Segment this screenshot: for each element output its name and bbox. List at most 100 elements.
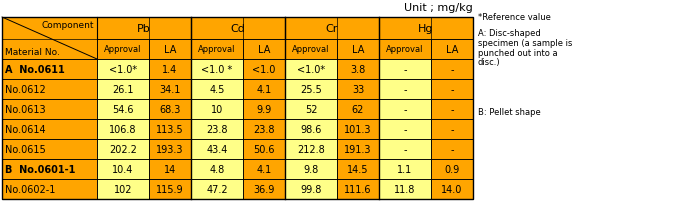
Bar [191, 139, 243, 159]
Bar [379, 139, 431, 159]
Bar [149, 179, 191, 199]
Bar [337, 179, 379, 199]
Text: -: - [450, 85, 454, 95]
Text: 4.1: 4.1 [256, 85, 272, 95]
Text: -: - [403, 65, 407, 75]
Bar [97, 18, 191, 40]
Bar [431, 119, 473, 139]
Bar [97, 159, 149, 179]
Bar [97, 80, 149, 100]
Text: 202.2: 202.2 [109, 144, 137, 154]
Text: LA: LA [352, 45, 364, 55]
Bar [243, 159, 285, 179]
Text: 50.6: 50.6 [253, 144, 274, 154]
Text: <1.0 *: <1.0 * [202, 65, 232, 75]
Bar [97, 139, 149, 159]
Text: B: Pellet shape: B: Pellet shape [478, 108, 540, 117]
Text: 14: 14 [164, 164, 176, 174]
Text: 23.8: 23.8 [206, 124, 228, 134]
Text: 54.6: 54.6 [112, 104, 134, 115]
Bar [149, 80, 191, 100]
Bar [149, 40, 191, 60]
Text: Pb: Pb [137, 24, 151, 34]
Bar [2, 159, 97, 179]
Text: 11.8: 11.8 [394, 184, 416, 194]
Bar [149, 100, 191, 119]
Bar [149, 159, 191, 179]
Text: 99.8: 99.8 [300, 184, 322, 194]
Bar [243, 139, 285, 159]
Bar [191, 80, 243, 100]
Bar [285, 80, 337, 100]
Text: 33: 33 [352, 85, 364, 95]
Text: 9.8: 9.8 [303, 164, 319, 174]
Bar [285, 60, 337, 80]
Text: -: - [450, 104, 454, 115]
Bar [2, 80, 97, 100]
Text: -: - [403, 85, 407, 95]
Bar [431, 139, 473, 159]
Bar [97, 179, 149, 199]
Text: No.0613: No.0613 [5, 104, 46, 115]
Bar [191, 159, 243, 179]
Bar [285, 40, 337, 60]
Bar [337, 40, 379, 60]
Text: 4.5: 4.5 [209, 85, 225, 95]
Text: 25.5: 25.5 [300, 85, 322, 95]
Text: Hg: Hg [419, 24, 434, 34]
Text: 26.1: 26.1 [112, 85, 134, 95]
Bar [2, 119, 97, 139]
Bar [285, 18, 379, 40]
Text: -: - [450, 124, 454, 134]
Text: 10.4: 10.4 [112, 164, 134, 174]
Text: Cr: Cr [326, 24, 338, 34]
Bar [337, 139, 379, 159]
Bar [285, 100, 337, 119]
Text: 113.5: 113.5 [156, 124, 184, 134]
Text: <1.0*: <1.0* [297, 65, 325, 75]
Bar [149, 119, 191, 139]
Text: -: - [450, 144, 454, 154]
Bar [379, 40, 431, 60]
Text: 68.3: 68.3 [160, 104, 181, 115]
Text: No.0614: No.0614 [5, 124, 46, 134]
Text: *Reference value: *Reference value [478, 14, 551, 22]
Text: No.0602-1: No.0602-1 [5, 184, 55, 194]
Bar [2, 139, 97, 159]
Text: 62: 62 [352, 104, 364, 115]
Bar [191, 18, 285, 40]
Text: -: - [450, 65, 454, 75]
Bar [379, 119, 431, 139]
Text: No.0612: No.0612 [5, 85, 46, 95]
Bar [431, 40, 473, 60]
Bar [285, 179, 337, 199]
Text: LA: LA [258, 45, 270, 55]
Text: 14.0: 14.0 [441, 184, 463, 194]
Text: Component: Component [41, 21, 94, 30]
Bar [431, 80, 473, 100]
Text: LA: LA [164, 45, 176, 55]
Text: <1.0: <1.0 [252, 65, 276, 75]
Bar [379, 18, 473, 40]
Bar [243, 80, 285, 100]
Bar [337, 100, 379, 119]
Bar [191, 40, 243, 60]
Text: Unit ; mg/kg: Unit ; mg/kg [405, 3, 473, 13]
Text: 10: 10 [211, 104, 223, 115]
Bar [337, 80, 379, 100]
Bar [379, 80, 431, 100]
Text: -: - [403, 124, 407, 134]
Text: 98.6: 98.6 [300, 124, 322, 134]
Text: 52: 52 [304, 104, 317, 115]
Text: 115.9: 115.9 [156, 184, 184, 194]
Bar [191, 60, 243, 80]
Text: 111.6: 111.6 [344, 184, 372, 194]
Text: A: Disc-shaped: A: Disc-shaped [478, 28, 540, 37]
Text: 14.5: 14.5 [347, 164, 369, 174]
Bar [379, 179, 431, 199]
Bar [97, 40, 149, 60]
Bar [2, 179, 97, 199]
Bar [2, 18, 97, 60]
Bar [97, 119, 149, 139]
Bar [243, 100, 285, 119]
